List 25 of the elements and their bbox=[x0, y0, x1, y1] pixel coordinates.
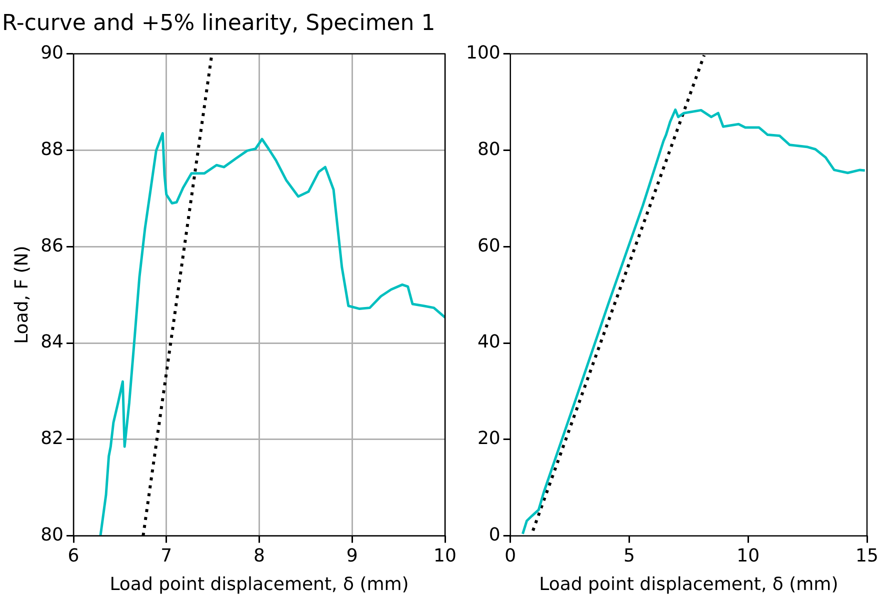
x-tick-label: 9 bbox=[346, 545, 358, 566]
x-axis-title: Load point displacement, δ (mm) bbox=[539, 574, 838, 595]
x-axis-title: Load point displacement, δ (mm) bbox=[110, 574, 409, 595]
y-tick-label: 60 bbox=[477, 235, 500, 256]
y-tick-label: 20 bbox=[477, 428, 500, 450]
x-tick-label: 10 bbox=[736, 545, 760, 566]
y-tick-label: 40 bbox=[477, 332, 500, 353]
y-tick-label: 80 bbox=[40, 524, 64, 546]
x-tick-label: 10 bbox=[434, 545, 456, 566]
y-axis-title: Load, F (N) bbox=[11, 246, 32, 344]
x-tick-label: 5 bbox=[624, 545, 635, 566]
y-tick-label: 84 bbox=[40, 332, 64, 353]
x-tick-label: 7 bbox=[160, 545, 172, 566]
y-tick-label: 0 bbox=[488, 524, 500, 546]
y-tick-label: 86 bbox=[40, 235, 64, 256]
x-tick-label: 6 bbox=[68, 545, 80, 566]
x-tick-label: 8 bbox=[254, 545, 265, 566]
y-tick-label: 90 bbox=[40, 42, 64, 64]
x-tick-label: 0 bbox=[504, 545, 516, 566]
y-tick-label: 82 bbox=[40, 428, 64, 450]
chart-title: R-curve and +5% linearity, Specimen 1 bbox=[2, 10, 436, 38]
y-tick-label: 80 bbox=[477, 138, 500, 160]
y-tick-label: 88 bbox=[40, 138, 64, 160]
y-tick-label: 100 bbox=[466, 42, 500, 64]
x-tick-label: 15 bbox=[856, 545, 878, 566]
